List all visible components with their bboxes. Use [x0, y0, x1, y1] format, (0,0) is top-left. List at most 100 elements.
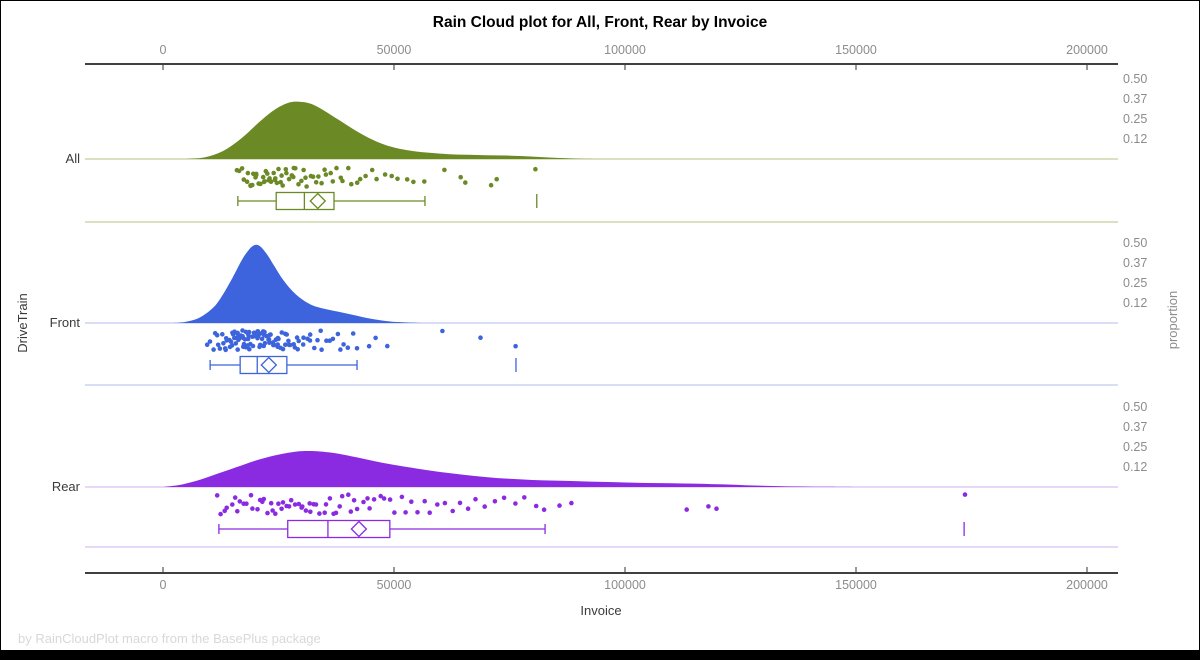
rain-point-front [296, 338, 302, 344]
rain-point-all [322, 167, 327, 172]
rain-point-front [312, 345, 317, 351]
rain-point-rear [232, 495, 238, 500]
rain-point-all [316, 174, 321, 179]
rain-point-all [340, 178, 345, 184]
rain-point-rear [214, 493, 220, 498]
rain-point-rear [387, 497, 393, 502]
rain-point-rear [513, 501, 518, 506]
rain-point-rear [235, 509, 240, 514]
rain-point-all [319, 180, 324, 186]
density-cloud-all [186, 101, 598, 159]
rain-point-front [262, 340, 268, 346]
rain-point-all [250, 182, 255, 188]
rain-point-front [266, 336, 272, 342]
rain-point-rear [714, 506, 719, 512]
rain-point-front [211, 347, 216, 352]
proportion-tick-label: 0.50 [1123, 72, 1147, 86]
rain-point-front [223, 347, 228, 353]
rain-point-rear [270, 508, 275, 513]
rain-point-all [274, 180, 280, 186]
rain-point-front [366, 343, 372, 349]
y-axis-label: DriveTrain [15, 293, 30, 352]
rain-point-all [354, 180, 360, 185]
rain-point-front [319, 347, 324, 353]
rain-point-all [328, 170, 334, 176]
rain-point-rear [427, 510, 433, 515]
rain-point-all [261, 179, 267, 185]
rain-point-front [220, 332, 225, 337]
rain-point-front [286, 338, 291, 344]
x-tick-label-top: 200000 [1066, 43, 1108, 57]
mean-diamond-all [309, 192, 327, 210]
x-tick-label-bottom: 50000 [377, 578, 412, 592]
rain-point-rear [415, 510, 420, 515]
rain-point-all [241, 177, 247, 182]
rain-point-all [304, 184, 309, 189]
rain-point-rear [533, 503, 539, 509]
rain-point-rear [248, 492, 254, 498]
rain-point-front [207, 339, 213, 344]
rain-point-all [404, 177, 410, 182]
rain-point-all [374, 176, 379, 182]
rain-point-front [276, 336, 281, 342]
rain-point-all [244, 179, 250, 184]
x-tick-label-bottom: 200000 [1066, 578, 1108, 592]
rain-point-rear [327, 496, 333, 501]
rain-point-rear [323, 502, 329, 507]
rain-point-all [442, 167, 447, 173]
rain-point-front [287, 342, 293, 348]
rain-point-all [395, 176, 400, 182]
rain-point-front [257, 342, 263, 348]
rain-point-all [463, 180, 468, 185]
rain-point-rear [286, 504, 292, 509]
rain-point-front [513, 343, 518, 349]
rain-point-rear [541, 507, 547, 512]
rain-point-front [268, 332, 273, 337]
rain-point-rear [365, 496, 370, 501]
rain-point-rear [337, 504, 343, 509]
rain-point-all [349, 181, 354, 187]
rain-point-rear [265, 510, 270, 516]
rain-point-all [301, 167, 306, 173]
rain-point-rear [569, 500, 574, 506]
rain-point-all [369, 167, 375, 173]
rain-point-rear [361, 499, 366, 505]
rain-point-front [300, 342, 306, 347]
rain-point-rear [348, 509, 354, 514]
rain-point-front [373, 335, 378, 341]
rain-point-front [235, 330, 240, 336]
rain-point-rear [303, 508, 309, 513]
rain-point-rear [962, 492, 968, 497]
rain-point-rear [351, 498, 357, 503]
rain-point-front [335, 331, 341, 337]
rain-point-all [279, 173, 284, 178]
rain-point-front [233, 341, 239, 346]
rain-point-rear [237, 499, 243, 504]
rain-point-front [228, 339, 234, 345]
rain-point-all [245, 170, 251, 176]
rain-point-all [283, 167, 289, 172]
panel-rear: 0.50 0.37 0.25 0.12 Rear [52, 400, 1147, 548]
rain-point-rear [457, 500, 463, 506]
rain-point-rear [442, 500, 448, 506]
rain-point-all [357, 176, 363, 182]
rain-point-rear [261, 496, 267, 502]
rain-point-all [284, 170, 289, 176]
rain-point-rear [378, 493, 384, 499]
rain-point-front [221, 341, 226, 346]
rain-point-front [275, 342, 281, 347]
rain-point-front [259, 336, 265, 342]
density-cloud-rear [163, 450, 856, 487]
rain-point-rear [367, 506, 372, 511]
axes-layer: 0 0 50000 50000 100000 100000 150000 150000 2000… [85, 43, 1118, 592]
x-tick-label-bottom: 150000 [835, 578, 877, 592]
rain-point-rear [268, 500, 274, 506]
proportion-tick-label: 0.12 [1123, 460, 1147, 474]
rain-point-front [295, 347, 301, 352]
rain-point-rear [224, 505, 229, 511]
rain-point-front [229, 343, 235, 348]
rain-point-rear [244, 501, 249, 507]
rain-point-all [458, 174, 464, 180]
rain-point-rear [354, 506, 360, 512]
rain-point-rear [250, 506, 255, 511]
